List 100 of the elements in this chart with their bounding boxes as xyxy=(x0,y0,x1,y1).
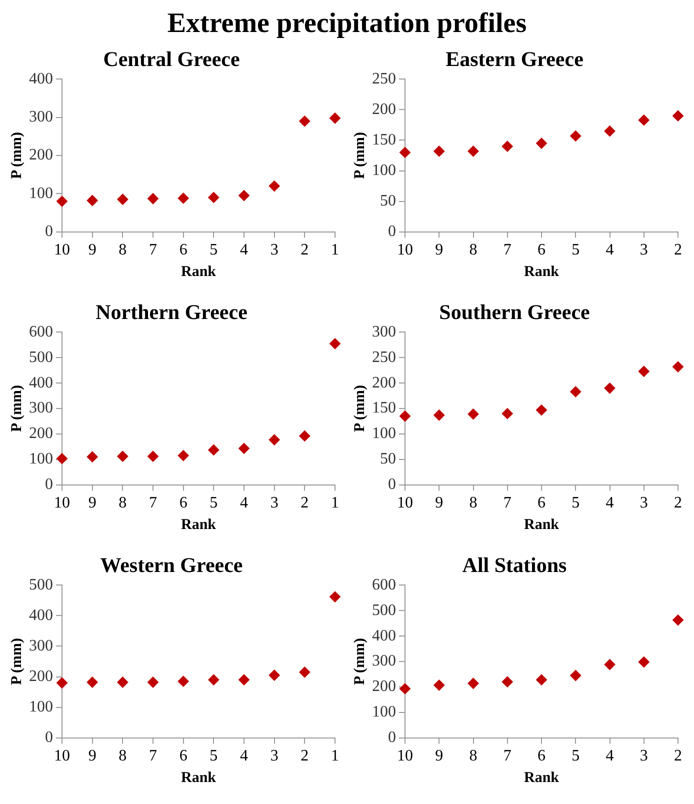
point xyxy=(330,591,340,602)
point xyxy=(536,404,547,416)
y-tick-label: 300 xyxy=(372,652,396,670)
point xyxy=(638,656,650,668)
chart-title: Western Greece xyxy=(100,553,243,578)
y-tick-label: 0 xyxy=(388,729,396,746)
y-tick-label: 0 xyxy=(45,223,53,240)
y-tick-label: 100 xyxy=(372,162,396,179)
x-tick-label: 9 xyxy=(88,748,96,765)
x-tick-label: 4 xyxy=(240,494,248,512)
x-tick-label: 5 xyxy=(210,242,218,259)
y-tick-label: 400 xyxy=(29,70,53,88)
point xyxy=(570,670,582,681)
x-tick-label: 6 xyxy=(179,748,188,765)
x-tick-label: 9 xyxy=(88,242,96,259)
point xyxy=(468,678,479,689)
y-tick-label: 300 xyxy=(372,323,396,340)
x-tick-label: 7 xyxy=(503,242,512,259)
point xyxy=(238,674,250,686)
point xyxy=(56,453,68,464)
point xyxy=(117,450,128,462)
y-tick-label: 100 xyxy=(29,698,53,716)
y-tick-label: 500 xyxy=(29,348,53,366)
point xyxy=(536,674,547,686)
y-tick-label: 100 xyxy=(29,450,53,468)
x-tick-label: 6 xyxy=(179,494,188,512)
point xyxy=(400,146,410,158)
y-axis-title: P (mm) xyxy=(352,638,368,686)
y-tick-label: 200 xyxy=(29,668,53,685)
y-tick-label: 600 xyxy=(372,576,396,594)
x-tick-label: 2 xyxy=(300,242,309,259)
point xyxy=(299,430,310,442)
y-axis-title: P (mm) xyxy=(352,132,368,180)
x-tick-label: 4 xyxy=(240,748,248,765)
point xyxy=(570,386,582,398)
point xyxy=(86,195,98,206)
point xyxy=(604,126,616,137)
x-tick-label: 2 xyxy=(300,494,309,512)
x-tick-label: 3 xyxy=(270,494,278,512)
x-tick-label: 7 xyxy=(503,748,512,765)
x-tick-label: 2 xyxy=(300,748,309,765)
point xyxy=(672,614,684,626)
point xyxy=(638,366,650,377)
y-tick-label: 250 xyxy=(372,348,396,366)
point xyxy=(638,114,650,126)
point xyxy=(299,666,310,678)
point xyxy=(672,110,684,122)
x-tick-label: 8 xyxy=(118,242,127,259)
y-tick-label: 0 xyxy=(388,476,396,494)
chart-title: All Stations xyxy=(462,553,567,578)
point xyxy=(148,193,158,204)
x-tick-label: 7 xyxy=(149,242,157,259)
point xyxy=(208,444,220,456)
x-tick-label: 3 xyxy=(640,494,648,512)
point xyxy=(604,382,616,394)
x-tick-label: 3 xyxy=(270,748,278,765)
point xyxy=(468,408,479,420)
y-tick-label: 200 xyxy=(372,374,396,392)
point xyxy=(502,676,513,688)
x-tick-label: 10 xyxy=(397,242,413,259)
x-tick-label: 4 xyxy=(606,748,614,765)
point xyxy=(434,410,445,421)
chart-title: Central Greece xyxy=(103,47,240,72)
x-tick-label: 8 xyxy=(469,242,478,259)
y-tick-label: 100 xyxy=(372,425,396,442)
point xyxy=(268,180,280,192)
y-tick-label: 500 xyxy=(29,576,53,594)
x-tick-label: 2 xyxy=(674,494,682,512)
x-tick-label: 1 xyxy=(331,242,339,259)
x-tick-label: 9 xyxy=(435,242,444,259)
y-tick-label: 400 xyxy=(29,374,53,392)
x-tick-label: 3 xyxy=(640,748,648,765)
chart-title: Southern Greece xyxy=(439,300,590,324)
point xyxy=(178,676,189,687)
x-tick-label: 3 xyxy=(270,242,278,259)
point xyxy=(604,659,616,670)
x-tick-label: 5 xyxy=(572,494,580,512)
x-tick-label: 3 xyxy=(640,242,648,259)
point xyxy=(299,116,310,127)
y-tick-label: 0 xyxy=(388,223,396,240)
y-axis-title: P (mm) xyxy=(8,638,25,686)
y-tick-label: 100 xyxy=(29,184,53,202)
x-tick-label: 5 xyxy=(210,494,218,512)
y-tick-label: 600 xyxy=(29,323,53,340)
y-tick-label: 200 xyxy=(29,146,53,164)
y-tick-label: 250 xyxy=(372,70,396,88)
x-tick-label: 8 xyxy=(118,748,127,765)
point xyxy=(434,146,445,157)
point xyxy=(208,674,220,686)
x-tick-label: 10 xyxy=(54,242,70,259)
x-tick-label: 1 xyxy=(331,494,339,512)
text: Extreme precipitation profiles xyxy=(166,8,528,40)
x-axis-title: Rank xyxy=(524,516,560,533)
x-tick-label: 9 xyxy=(88,494,96,512)
x-tick-label: 7 xyxy=(149,748,157,765)
x-tick-label: 6 xyxy=(538,748,546,765)
x-tick-label: 4 xyxy=(240,242,248,259)
y-tick-label: 500 xyxy=(372,602,396,619)
x-tick-label: 6 xyxy=(538,494,546,512)
point xyxy=(56,677,68,688)
